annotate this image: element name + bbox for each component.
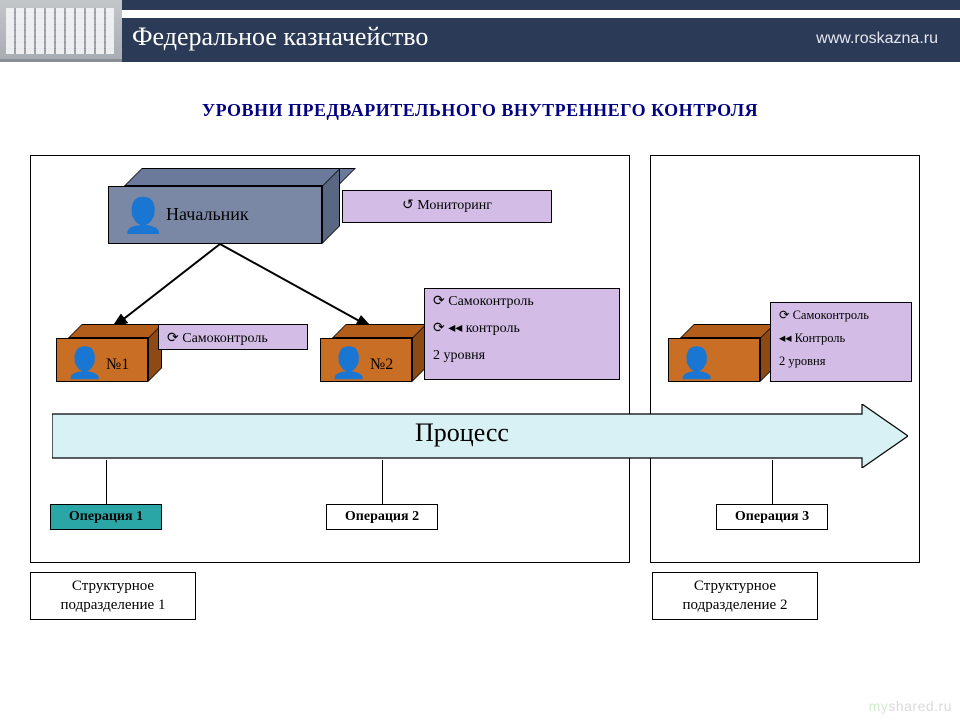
op2-stem [382,460,383,504]
person-icon: 👤 [330,346,367,381]
operation-2-box: Операция 2 [326,504,438,530]
header-title: Федеральное казначейство [132,22,428,52]
process-label: Процесс [52,418,872,448]
chief-box: 👤 Начальник [108,168,338,246]
box2-label: №2 [370,356,393,374]
box1-label: №1 [106,356,129,374]
header-top-stripe [0,0,960,10]
watermark: myshared.ru [869,698,952,714]
unit-2-label: Структурное подразделение 2 [652,572,818,620]
operation-1-box: Операция 1 [50,504,162,530]
unit2-line2: подразделение 2 [661,596,809,615]
header-building-photo [0,0,122,62]
sc3-line3: 2 уровня [779,353,903,370]
unit1-line2: подразделение 1 [39,596,187,615]
watermark-ru: .ru [934,698,952,714]
person-icon: 👤 [66,346,103,381]
chief-label: Начальник [166,204,249,225]
sc3-line1: ⟳ Самоконтроль [779,307,903,324]
header: Федеральное казначейство www.roskazna.ru [0,0,960,72]
unit1-line1: Структурное [39,577,187,596]
employee-box-1: 👤 №1 [56,324,160,384]
operation-3-box: Операция 3 [716,504,828,530]
person-icon: 👤 [678,346,715,381]
sc3-line2: ◂◂ Контроль [779,330,903,347]
employee-box-2: 👤 №2 [320,324,424,384]
sc2-line2: ⟳ ◂◂ контроль [433,320,611,339]
selfcontrol-tag-3: ⟳ Самоконтроль ◂◂ Контроль 2 уровня [770,302,912,382]
unit-1-label: Структурное подразделение 1 [30,572,196,620]
header-url: www.roskazna.ru [816,30,938,48]
sc2-line1: ⟳ Самоконтроль [433,293,611,312]
watermark-shared: shared [888,698,934,714]
op3-stem [772,460,773,504]
person-icon: 👤 [122,196,164,236]
monitoring-tag: ↺ Мониторинг [342,190,552,223]
employee-box-3: 👤 [668,324,772,384]
slide-title: УРОВНИ ПРЕДВАРИТЕЛЬНОГО ВНУТРЕННЕГО КОНТ… [0,100,960,121]
selfcontrol-tag-2: ⟳ Самоконтроль ⟳ ◂◂ контроль 2 уровня [424,288,620,380]
sc2-line3: 2 уровня [433,347,611,366]
watermark-my: my [869,698,889,714]
selfcontrol-tag-1: ⟳ Самоконтроль [158,324,308,350]
op1-stem [106,460,107,504]
chief-box-top [124,168,356,186]
unit2-line1: Структурное [661,577,809,596]
